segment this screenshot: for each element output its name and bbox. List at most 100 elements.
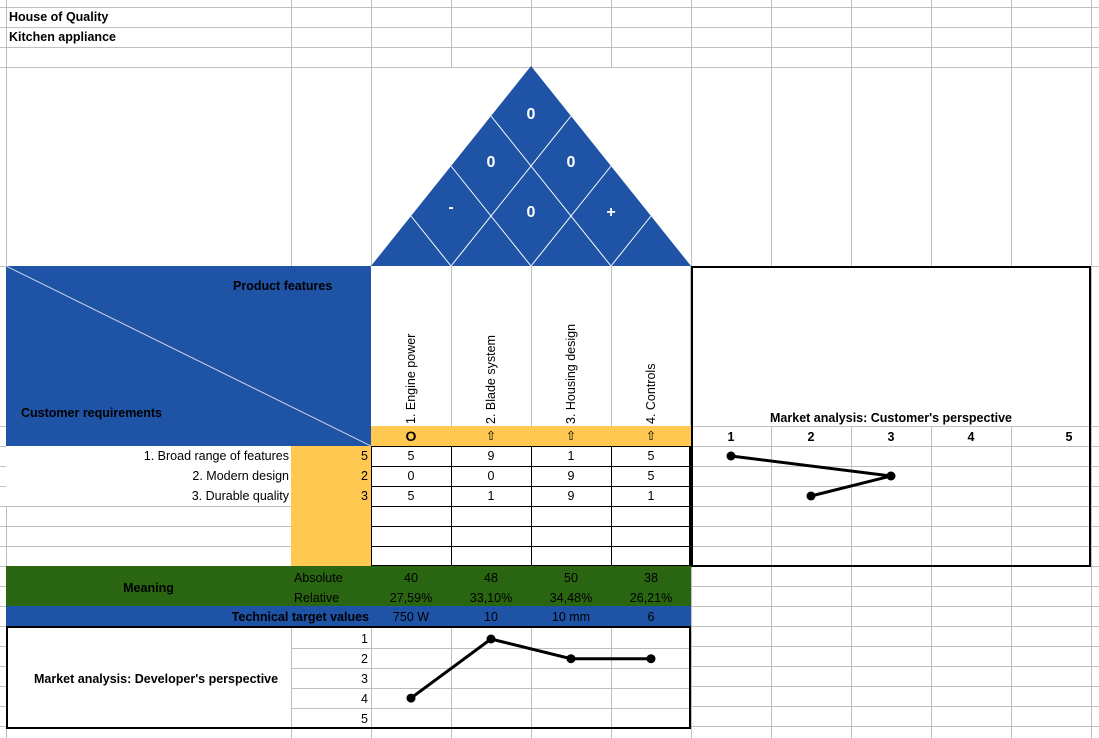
relative-value: 34,48% (549, 591, 593, 605)
relationship-cell: 5 (407, 489, 415, 503)
corner-diagonal (6, 266, 371, 446)
relative-label: Relative (294, 591, 340, 605)
customer-point (806, 491, 816, 501)
sheet-subtitle: Kitchen appliance (9, 30, 116, 44)
scale-label: 3 (361, 672, 368, 686)
divider (611, 446, 612, 566)
requirement-weight: 3 (361, 489, 368, 503)
scale-label: 1 (361, 632, 368, 646)
roof-correlation-2-3: 0 (526, 204, 536, 221)
gridline (371, 628, 372, 727)
gridline (771, 426, 772, 565)
relationship-cell: 5 (647, 469, 655, 483)
requirement-weight: 2 (361, 469, 368, 483)
gridline (291, 648, 689, 649)
target-value: 10 (484, 610, 498, 624)
scale-label: 4 (361, 692, 368, 706)
gridline (531, 628, 532, 727)
absolute-value: 40 (404, 571, 418, 585)
relationship-cell: 1 (647, 489, 655, 503)
gridline (693, 466, 1089, 467)
developer-point (646, 654, 656, 664)
absolute-value: 38 (644, 571, 658, 585)
gridline (693, 506, 1089, 507)
gridline (291, 708, 689, 709)
relationship-cell: 5 (407, 449, 415, 463)
scale-label: 2 (361, 652, 368, 666)
target-values-label: Technical target values (231, 610, 369, 624)
meaning-block (6, 566, 691, 606)
requirement-name: 2. Modern design (192, 469, 289, 483)
requirement-weight: 5 (361, 449, 368, 463)
gridline (451, 628, 452, 727)
relationship-cell: 0 (487, 469, 495, 483)
roof-correlation-3-4: + (606, 204, 616, 221)
divider (611, 266, 612, 426)
scale-label: 5 (361, 712, 368, 726)
relationship-cell: 9 (487, 449, 495, 463)
customer-point (726, 451, 736, 461)
gridline (693, 526, 1089, 527)
scale-label: 3 (887, 430, 895, 444)
scale-label: 2 (807, 430, 815, 444)
relationship-cell: 1 (567, 449, 575, 463)
product-features-label: Product features (233, 279, 333, 293)
relative-value: 33,10% (469, 591, 513, 605)
gridline (693, 446, 1089, 447)
scale-label: 5 (1065, 430, 1073, 444)
roof-correlation-2-4: 0 (566, 154, 576, 171)
absolute-value: 50 (564, 571, 578, 585)
relative-value: 27,59% (389, 591, 433, 605)
developer-line (410, 637, 651, 700)
absolute-label: Absolute (294, 571, 343, 585)
customer-perspective-title: Market analysis: Customer's perspective (770, 411, 1012, 425)
relationship-cell: 9 (567, 469, 575, 483)
roof-correlation-1-2: - (448, 199, 454, 216)
gridline (851, 426, 852, 565)
relationship-cell: 0 (407, 469, 415, 483)
roof-correlation-1-3: 0 (486, 154, 496, 171)
gridline (1011, 426, 1012, 565)
requirements-label-area (6, 446, 291, 506)
developer-point (406, 693, 416, 703)
arrow-up-icon: ⇧ (645, 429, 657, 443)
gridline (611, 628, 612, 727)
gridline (693, 546, 1089, 547)
developer-point (566, 654, 576, 664)
target-value: 6 (647, 610, 655, 624)
divider (531, 446, 532, 566)
gridline (931, 426, 932, 565)
gridline (693, 486, 1089, 487)
customer-requirements-label: Customer requirements (21, 406, 163, 420)
requirement-name: 1. Broad range of features (143, 449, 289, 463)
divider (451, 266, 452, 426)
developer-perspective-title: Market analysis: Developer's perspective (34, 672, 279, 686)
developer-perspective-box (6, 626, 691, 729)
weights-column (291, 446, 371, 566)
circle-target-icon: O (405, 428, 417, 444)
roof-correlation-1-4: 0 (526, 106, 536, 123)
relationship-cell: 5 (647, 449, 655, 463)
relative-value: 26,21% (629, 591, 673, 605)
absolute-value: 48 (484, 571, 498, 585)
developer-point (486, 634, 496, 644)
meaning-label: Meaning (123, 581, 174, 595)
target-value: 10 mm (551, 610, 591, 624)
target-value: 750 W (392, 610, 430, 624)
customer-point (886, 471, 896, 481)
gridline (291, 628, 292, 727)
relationship-cell: 1 (487, 489, 495, 503)
gridline (291, 668, 689, 669)
gridline (291, 688, 689, 689)
relationship-cell: 9 (567, 489, 575, 503)
divider (531, 266, 532, 426)
gridline (693, 426, 1089, 427)
sheet-title: House of Quality (9, 10, 109, 24)
divider (451, 446, 452, 566)
customer-perspective-box (691, 266, 1091, 567)
arrow-up-icon: ⇧ (485, 429, 497, 443)
requirement-name: 3. Durable quality (191, 489, 289, 503)
